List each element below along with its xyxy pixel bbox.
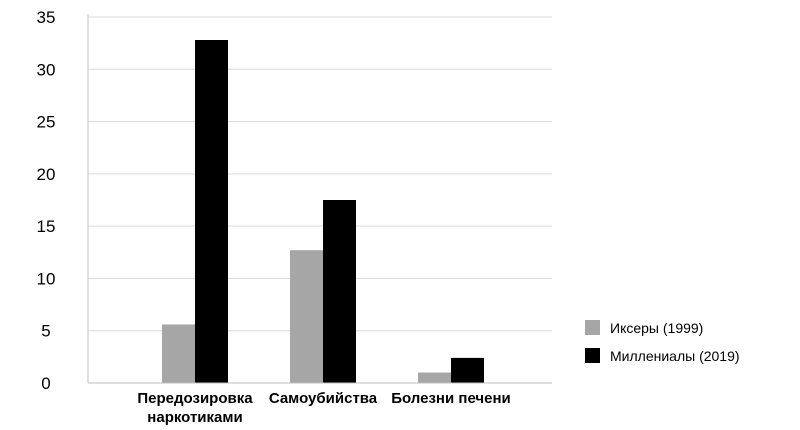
y-tick-label: 25 [37, 113, 56, 132]
category-label: Самоубийства [269, 390, 378, 407]
legend: Иксеры (1999) Миллениалы (2019) [585, 320, 740, 364]
bar [290, 250, 323, 383]
legend-label: Миллениалы (2019) [610, 348, 740, 364]
y-tick-labels: 0 5 10 15 20 25 30 35 [37, 8, 56, 393]
bar [451, 357, 484, 383]
category-label: наркотиками [147, 409, 242, 426]
category-label: Болезни печени [391, 390, 511, 407]
bar [323, 200, 356, 383]
y-tick-label: 35 [37, 8, 56, 27]
bars [162, 40, 484, 384]
category-label: Передозировка [137, 390, 253, 407]
category-labels: Передозировка наркотиками Самоубийства Боле… [137, 390, 510, 426]
y-tick-label: 10 [37, 269, 56, 288]
y-tick-label: 30 [37, 60, 56, 79]
legend-swatch [585, 320, 600, 335]
y-tick-label: 5 [41, 322, 50, 341]
bar [418, 372, 451, 383]
legend-swatch [585, 348, 600, 363]
legend-label: Иксеры (1999) [610, 320, 703, 336]
y-tick-label: 15 [37, 217, 56, 236]
y-tick-label: 0 [41, 374, 50, 393]
bar [195, 40, 228, 384]
gridlines [88, 16, 552, 332]
axes [87, 14, 552, 384]
bar [162, 324, 195, 383]
y-tick-label: 20 [37, 165, 56, 184]
